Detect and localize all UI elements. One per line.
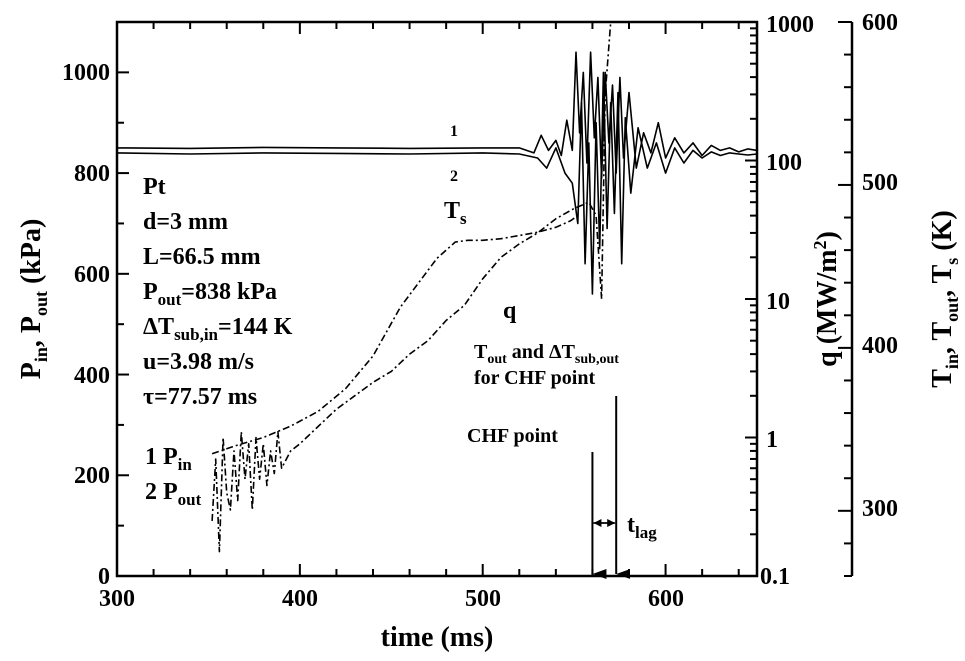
tick-marks xyxy=(116,21,852,577)
curve-label-2: 2 xyxy=(450,168,458,185)
velocity-label: u=3.98 m/s xyxy=(143,349,254,375)
legend-pout: 2 Pout xyxy=(145,479,202,509)
q-tick-labels: 0.1 1 10 100 1000 xyxy=(760,12,814,590)
t-tick-labels: 300 400 500 600 xyxy=(862,10,898,522)
series-line-p-out xyxy=(116,71,758,295)
series-line-q xyxy=(211,21,612,553)
q-tick-label: 10 xyxy=(766,289,790,315)
subcooling-label: ΔTsub,in=144 K xyxy=(143,314,293,344)
q-tick-label: 100 xyxy=(766,150,802,176)
x-axis-title: time (ms) xyxy=(381,622,494,653)
q-curve-label: q xyxy=(503,298,517,324)
q-tick-label: 0.1 xyxy=(760,564,790,590)
legend: 1 Pin 2 Pout xyxy=(145,444,202,509)
x-tick-label: 600 xyxy=(648,586,684,612)
curve-label-1: 1 xyxy=(450,123,458,140)
y-tick-label: 1000 xyxy=(62,60,110,86)
y-tick-label: 400 xyxy=(74,363,110,389)
tlag-label: tlag xyxy=(627,512,657,542)
chf-point-label: CHF point xyxy=(467,425,558,447)
y-tick-label: 600 xyxy=(74,262,110,288)
y-tick-label: 200 xyxy=(74,463,110,489)
material-label: Pt xyxy=(143,174,166,200)
y-tick-label: 0 xyxy=(98,564,110,590)
pout-label: Pout=838 kPa xyxy=(143,279,277,309)
arrows-group xyxy=(591,396,631,579)
t-tick-label: 600 xyxy=(862,10,898,36)
tout-note-line2: for CHF point xyxy=(474,367,595,389)
t-tick-label: 400 xyxy=(862,333,898,359)
length-label: L=66.5 mm xyxy=(143,244,261,270)
x-tick-label: 300 xyxy=(99,586,135,612)
legend-pin: 1 Pin xyxy=(145,444,192,474)
t-tick-label: 500 xyxy=(862,170,898,196)
q-tick-label: 1 xyxy=(766,427,778,453)
series-group xyxy=(116,21,758,553)
series-line-p-in xyxy=(116,51,758,179)
x-tick-label: 500 xyxy=(465,586,501,612)
condition-block: Pt d=3 mm L=66.5 mm Pout=838 kPa ΔTsub,i… xyxy=(143,174,293,410)
diameter-label: d=3 mm xyxy=(143,209,228,235)
q-tick-label: 1000 xyxy=(766,12,814,38)
left-tick-labels: 0 200 400 600 800 1000 xyxy=(62,60,110,590)
period-label: τ=77.57 ms xyxy=(143,384,257,410)
y-tick-label: 800 xyxy=(74,161,110,187)
t-tick-label: 300 xyxy=(862,496,898,522)
ts-curve-label: Ts xyxy=(444,198,467,228)
x-tick-labels: 300 400 500 600 xyxy=(99,586,684,612)
t-axis-title: Tin, Tout, Ts (K) xyxy=(927,210,962,388)
x-tick-label: 400 xyxy=(282,586,318,612)
tout-note-line1: Tout and ΔTsub,out xyxy=(474,341,619,367)
q-axis-title: q (MW/m2) xyxy=(810,231,843,367)
left-axis-title: Pin, Pout (kPa) xyxy=(16,219,51,380)
